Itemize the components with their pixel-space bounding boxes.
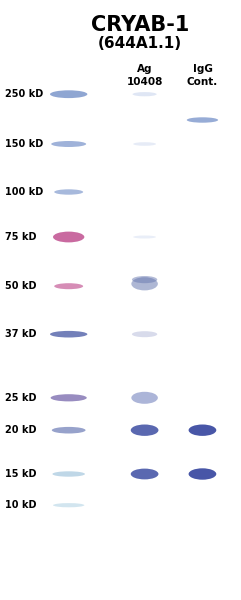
Text: 50 kD: 50 kD (5, 281, 36, 291)
Ellipse shape (131, 277, 158, 290)
Ellipse shape (187, 118, 218, 122)
Ellipse shape (131, 425, 159, 436)
Ellipse shape (132, 331, 157, 337)
Text: 25 kD: 25 kD (5, 393, 36, 403)
Ellipse shape (131, 469, 159, 479)
Text: 10 kD: 10 kD (5, 500, 36, 510)
Ellipse shape (54, 283, 83, 289)
Text: Ag
10408: Ag 10408 (127, 64, 163, 86)
Text: 15 kD: 15 kD (5, 469, 36, 479)
Ellipse shape (53, 503, 84, 507)
Ellipse shape (133, 235, 156, 238)
Ellipse shape (53, 232, 84, 242)
Text: 20 kD: 20 kD (5, 425, 36, 435)
Ellipse shape (50, 331, 87, 337)
Ellipse shape (54, 189, 83, 194)
Ellipse shape (133, 92, 157, 97)
Text: 250 kD: 250 kD (5, 89, 43, 99)
Ellipse shape (132, 276, 157, 283)
Ellipse shape (50, 91, 87, 98)
Ellipse shape (52, 472, 85, 476)
Text: 100 kD: 100 kD (5, 187, 43, 197)
Text: 150 kD: 150 kD (5, 139, 43, 149)
Ellipse shape (51, 394, 87, 401)
Ellipse shape (133, 142, 156, 146)
Text: IgG
Cont.: IgG Cont. (187, 64, 218, 86)
Ellipse shape (131, 392, 158, 404)
Text: 37 kD: 37 kD (5, 329, 36, 339)
Text: 75 kD: 75 kD (5, 232, 36, 242)
Ellipse shape (189, 425, 216, 436)
Ellipse shape (189, 468, 216, 480)
Text: (644A1.1): (644A1.1) (98, 36, 182, 51)
Ellipse shape (52, 427, 86, 433)
Text: CRYAB-1: CRYAB-1 (91, 15, 189, 35)
Ellipse shape (51, 141, 86, 147)
